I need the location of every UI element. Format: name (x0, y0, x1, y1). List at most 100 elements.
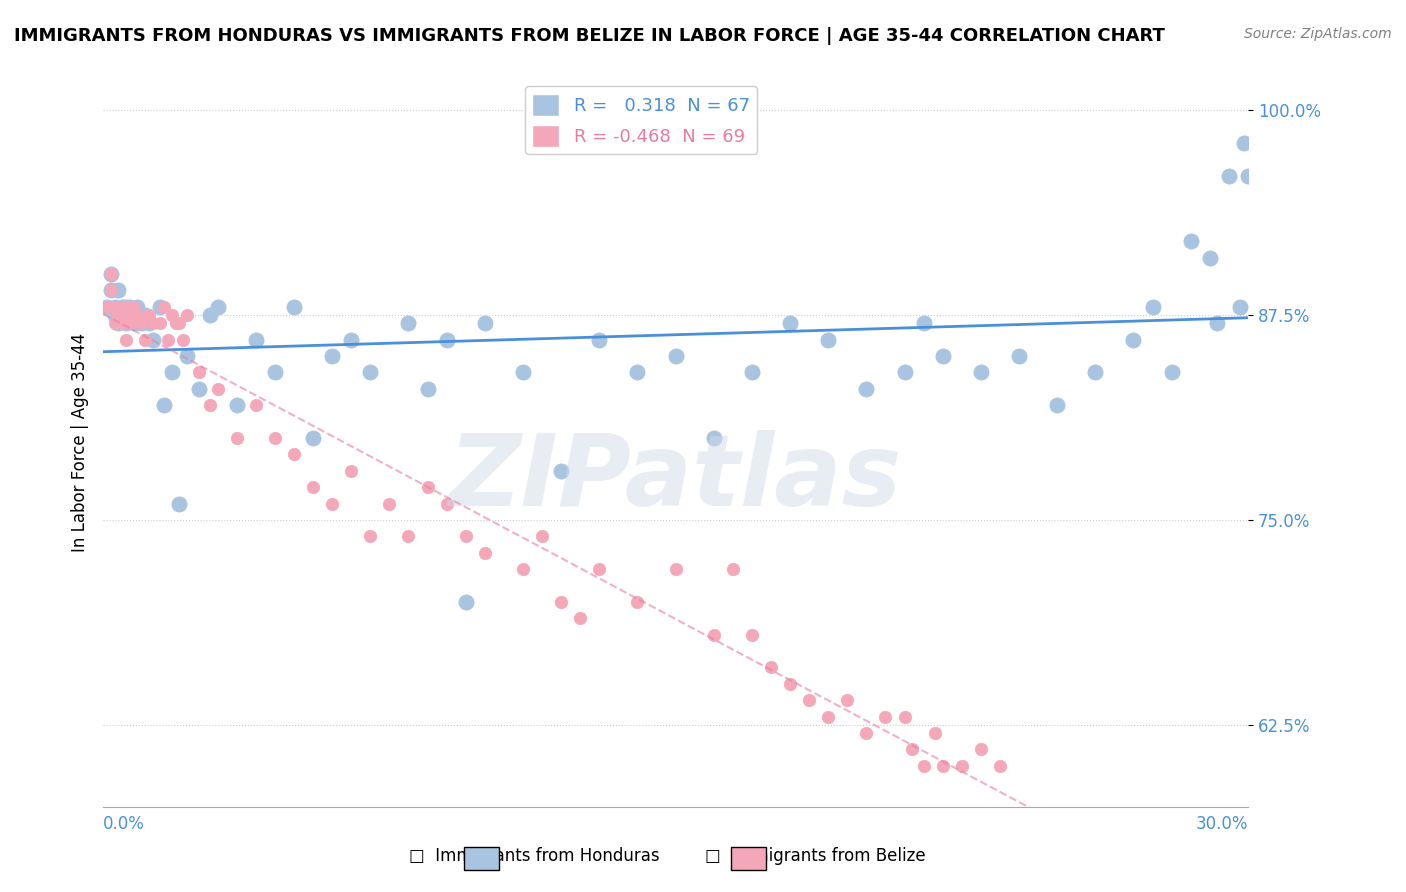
Point (1237, 169, 1260, 183)
Point (198, 308, 221, 322)
Point (172, 333, 194, 347)
Point (970, 742, 993, 756)
Point (1198, 251, 1220, 265)
Point (1218, 169, 1240, 183)
Point (100, 267, 122, 281)
Y-axis label: In Labor Force | Age 35-44: In Labor Force | Age 35-44 (72, 333, 89, 551)
Point (207, 382, 229, 396)
Point (245, 333, 267, 347)
Point (118, 308, 141, 322)
Point (115, 300, 138, 314)
Point (115, 300, 138, 314)
Point (950, 758, 973, 772)
Point (187, 382, 209, 396)
Point (855, 382, 877, 396)
Point (1206, 316, 1229, 330)
Point (797, 693, 820, 707)
Point (107, 316, 129, 330)
Point (474, 316, 496, 330)
Point (1122, 333, 1144, 347)
Point (454, 529, 477, 543)
Point (160, 366, 183, 380)
Point (436, 496, 458, 510)
Point (901, 742, 924, 756)
Point (118, 300, 141, 314)
Text: □  Immigrants from Honduras: □ Immigrants from Honduras (409, 847, 659, 865)
Point (111, 300, 134, 314)
Point (1233, 136, 1256, 150)
Point (779, 677, 801, 691)
Point (855, 726, 877, 740)
Point (100, 267, 122, 281)
Point (138, 308, 160, 322)
Point (122, 300, 145, 314)
Point (156, 333, 179, 347)
Point (198, 398, 221, 412)
Point (416, 382, 439, 396)
Point (474, 546, 496, 560)
Point (138, 316, 160, 330)
Point (142, 316, 165, 330)
Text: 30.0%: 30.0% (1195, 815, 1249, 833)
Point (103, 308, 125, 322)
Point (127, 300, 149, 314)
Point (100, 284, 122, 298)
Point (321, 496, 343, 510)
Point (207, 300, 229, 314)
Point (378, 496, 401, 510)
Point (129, 316, 152, 330)
Point (1046, 398, 1069, 412)
Point (118, 316, 141, 330)
Point (988, 758, 1011, 772)
Point (416, 480, 439, 494)
Point (111, 308, 134, 322)
Text: 0.0%: 0.0% (103, 815, 145, 833)
Point (970, 366, 993, 380)
Point (134, 308, 156, 322)
Point (142, 333, 165, 347)
Point (1008, 349, 1031, 363)
Point (779, 316, 801, 330)
Point (176, 308, 198, 322)
Point (103, 316, 125, 330)
Point (1229, 300, 1251, 314)
Point (169, 316, 191, 330)
Point (1084, 366, 1107, 380)
Point (115, 333, 138, 347)
Point (340, 333, 363, 347)
Point (225, 431, 247, 445)
Text: IMMIGRANTS FROM HONDURAS VS IMMIGRANTS FROM BELIZE IN LABOR FORCE | AGE 35-44 CO: IMMIGRANTS FROM HONDURAS VS IMMIGRANTS F… (14, 27, 1166, 45)
Point (588, 562, 610, 576)
Point (817, 709, 839, 723)
Point (626, 366, 648, 380)
Text: Source: ZipAtlas.com: Source: ZipAtlas.com (1244, 27, 1392, 41)
Point (245, 398, 267, 412)
Point (741, 366, 763, 380)
Point (149, 300, 172, 314)
Point (703, 431, 725, 445)
Point (127, 308, 149, 322)
Point (103, 300, 125, 314)
Point (436, 333, 458, 347)
Point (550, 595, 572, 609)
Point (302, 431, 325, 445)
Point (107, 300, 129, 314)
Point (129, 316, 152, 330)
Point (1180, 235, 1202, 249)
Point (321, 349, 343, 363)
Point (817, 333, 839, 347)
Point (263, 366, 285, 380)
Point (225, 398, 247, 412)
Point (283, 447, 305, 461)
Point (931, 758, 953, 772)
Text: ZIPatlas: ZIPatlas (449, 430, 903, 527)
Point (153, 398, 176, 412)
Point (1160, 366, 1182, 380)
Point (741, 627, 763, 641)
Point (512, 366, 534, 380)
Point (96, 300, 118, 314)
Point (626, 595, 648, 609)
Text: □  Immigrants from Belize: □ Immigrants from Belize (706, 847, 925, 865)
Point (359, 366, 381, 380)
Point (283, 300, 305, 314)
